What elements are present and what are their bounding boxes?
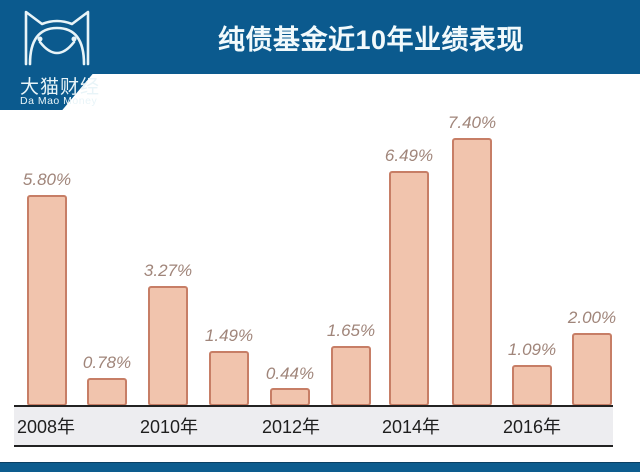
cat-face-icon xyxy=(24,10,90,66)
value-label-2015: 7.40% xyxy=(447,113,497,132)
x-tick-2008: 2008年 xyxy=(17,417,76,437)
bar-2008 xyxy=(27,195,67,406)
bar-2017 xyxy=(572,333,612,406)
x-tick-2016: 2016年 xyxy=(503,417,562,437)
x-tick-2010: 2010年 xyxy=(140,417,199,437)
value-label-2012: 0.44% xyxy=(265,364,315,383)
x-tick-2012: 2012年 xyxy=(262,417,321,437)
bar-2014 xyxy=(389,171,429,406)
bar-2012 xyxy=(270,388,310,406)
value-label-2016: 1.09% xyxy=(507,340,557,359)
logo-english-text: Da Mao Money xyxy=(20,95,98,107)
bar-2011 xyxy=(209,351,249,406)
value-label-2014: 6.49% xyxy=(384,146,434,165)
value-label-2009: 0.78% xyxy=(82,353,132,372)
bar-2016 xyxy=(512,365,552,406)
chart-title: 纯债基金近10年业绩表现 xyxy=(218,25,525,55)
bar-2015 xyxy=(452,138,492,406)
x-axis-bottom-rule xyxy=(14,445,613,447)
x-tick-2014: 2014年 xyxy=(382,417,441,437)
footer-band xyxy=(0,462,640,472)
value-label-2011: 1.49% xyxy=(204,326,254,345)
bar-2010 xyxy=(148,286,188,406)
brand-logo: 大猫财经 Da Mao Money xyxy=(12,6,102,107)
value-label-2008: 5.80% xyxy=(22,170,72,189)
value-label-2010: 3.27% xyxy=(143,261,193,280)
logo-chinese-text: 大猫财经 xyxy=(20,77,101,98)
value-label-2013: 1.65% xyxy=(326,321,376,340)
value-label-2017: 2.00% xyxy=(567,308,617,327)
bar-2009 xyxy=(87,378,127,406)
bar-2013 xyxy=(331,346,371,406)
x-axis-band xyxy=(14,406,613,446)
x-axis-line xyxy=(14,405,613,407)
